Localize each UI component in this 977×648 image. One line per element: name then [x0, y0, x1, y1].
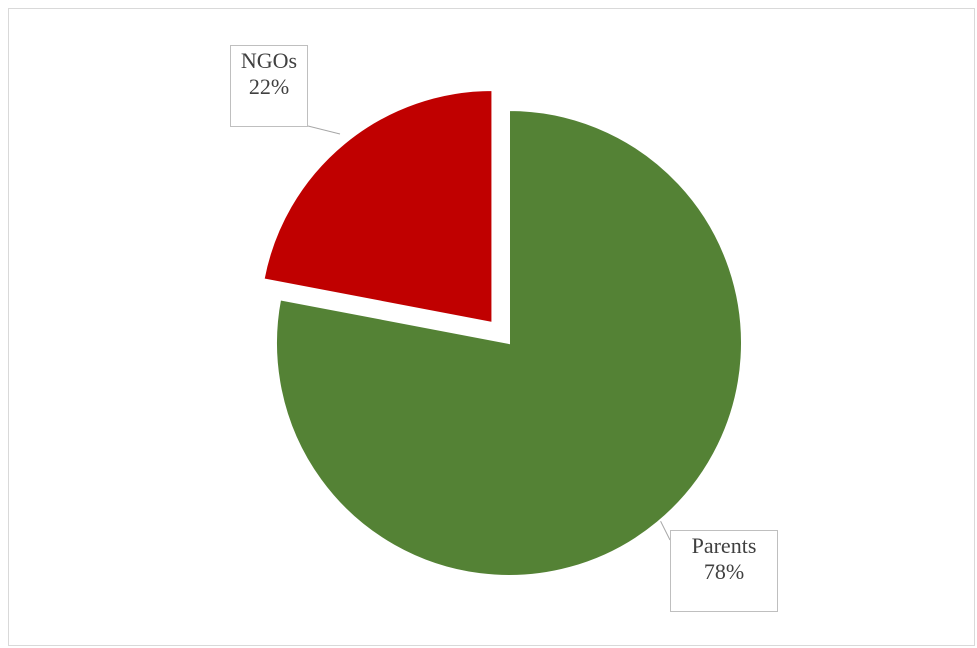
leader-line-parents — [659, 519, 671, 541]
data-label-parents-name: Parents — [691, 533, 757, 558]
pie-slice-ngos — [262, 88, 494, 325]
leader-line-ngos — [307, 125, 341, 135]
data-label-ngos-name: NGOs — [240, 48, 298, 73]
data-label-ngos-percent: 22% — [248, 74, 290, 99]
data-label-parents: Parents 78% — [670, 530, 778, 612]
data-label-parents-percent: 78% — [703, 559, 745, 584]
pie-slice-parents — [275, 108, 743, 577]
data-label-ngos: NGOs 22% — [230, 45, 308, 127]
